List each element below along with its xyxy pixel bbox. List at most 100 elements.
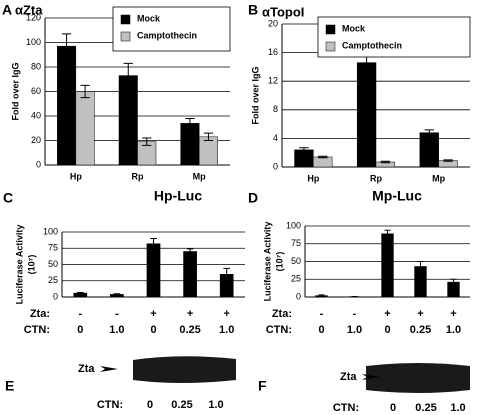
row-value: 0 (150, 324, 156, 336)
error-bar (203, 132, 214, 141)
y-axis-label: Luciferase Activity (14, 225, 24, 305)
bar (313, 156, 333, 168)
row-value: 1.0 (446, 324, 461, 336)
row-value: 1.0 (347, 324, 362, 336)
legend-swatch (325, 24, 336, 35)
row-value: 1.0 (109, 324, 124, 336)
condition-value: 0.25 (415, 402, 436, 414)
y-axis-label: (10⁷) (26, 255, 36, 275)
y-axis-label: Fold over IgG (250, 66, 260, 124)
legend-label: Mock (342, 23, 366, 33)
y-tick-label: 100 (286, 220, 301, 230)
row-value: + (150, 308, 156, 320)
panel-label: A (2, 2, 12, 18)
y-tick-label: 0 (273, 161, 278, 171)
blot-band (133, 356, 236, 383)
row-value: - (115, 308, 119, 320)
chart-title: Hp-Luc (154, 188, 202, 204)
y-tick-label: 25 (48, 275, 58, 285)
row-value: - (320, 308, 324, 320)
row-value: 1.0 (219, 324, 234, 336)
bar (118, 75, 138, 166)
bar (75, 91, 95, 166)
y-tick-label: 12 (268, 76, 278, 86)
y-tick-label: 100 (26, 37, 41, 47)
row-value: + (417, 308, 423, 320)
error-bar (223, 267, 230, 281)
y-tick-label: 20 (268, 18, 278, 28)
bar (381, 233, 394, 298)
error-bar (443, 159, 453, 162)
bar (146, 243, 161, 298)
error-bar (318, 294, 325, 297)
row-value: 0.25 (410, 324, 431, 336)
y-axis-label: Luciferase Activity (262, 222, 272, 302)
error-bar (61, 33, 72, 59)
y-tick-label: 20 (31, 135, 41, 145)
legend-swatch (325, 41, 336, 52)
bar (198, 136, 218, 166)
x-tick-label: Rp (132, 171, 144, 181)
blot-target: Zta (340, 371, 357, 383)
y-tick-label: 50 (48, 259, 58, 269)
bar (57, 45, 77, 166)
blot-target: Zta (78, 363, 95, 375)
y-tick-label: 60 (31, 86, 41, 96)
legend-box (112, 6, 231, 52)
condition-value: 0 (390, 402, 396, 414)
row-value: - (353, 308, 357, 320)
chart-title: αTopoI (262, 4, 304, 19)
y-axis-label: (10⁷) (274, 252, 284, 272)
condition-label: CTN: (97, 399, 123, 411)
x-tick-label: Hp (307, 173, 319, 183)
x-tick-label: Hp (70, 171, 82, 181)
blot-f (362, 363, 470, 393)
row-label: CTN: (24, 324, 50, 336)
y-tick-label: 0 (53, 291, 58, 301)
row-value: + (384, 308, 390, 320)
condition-value: 0 (147, 399, 153, 411)
row-value: + (223, 308, 229, 320)
y-tick-label: 8 (273, 104, 278, 114)
error-bar (123, 62, 133, 89)
y-tick-label: 75 (48, 243, 58, 253)
row-value: 0 (318, 324, 324, 336)
y-tick-label: 120 (26, 12, 41, 22)
row-label: Zta: (30, 308, 50, 320)
legend-label: Camptothecin (137, 30, 197, 40)
y-tick-label: 80 (31, 61, 41, 71)
error-bar (113, 293, 121, 296)
legend-label: Mock (137, 13, 161, 23)
panel-label: C (3, 190, 13, 206)
y-axis-label: Fold over IgG (10, 62, 20, 120)
row-label: CTN: (266, 324, 292, 336)
y-tick-label: 0 (296, 291, 301, 301)
row-value: 0 (77, 324, 83, 336)
panel-label: E (5, 378, 14, 394)
y-tick-label: 0 (36, 159, 41, 169)
legend-swatch (120, 14, 131, 25)
row-value: + (450, 308, 456, 320)
chart-title: Mp-Luc (372, 188, 422, 204)
error-bar (77, 291, 84, 295)
row-value: - (78, 308, 82, 320)
y-tick-label: 50 (291, 256, 301, 266)
error-bar (80, 84, 90, 99)
y-tick-label: 40 (31, 110, 41, 120)
x-tick-label: Mp (432, 173, 445, 183)
row-value: 0.25 (179, 324, 200, 336)
error-bar (424, 129, 434, 137)
error-bar (299, 147, 309, 153)
chart-title: αZta (15, 2, 43, 17)
error-bar (450, 278, 457, 286)
error-bar (142, 137, 152, 146)
row-value: 0 (384, 324, 390, 336)
row-value: + (187, 308, 193, 320)
error-bar (380, 160, 391, 164)
error-bar (384, 229, 391, 238)
error-bar (417, 261, 424, 272)
legend-box (317, 16, 471, 58)
bar (356, 62, 377, 168)
error-bar (185, 117, 195, 129)
